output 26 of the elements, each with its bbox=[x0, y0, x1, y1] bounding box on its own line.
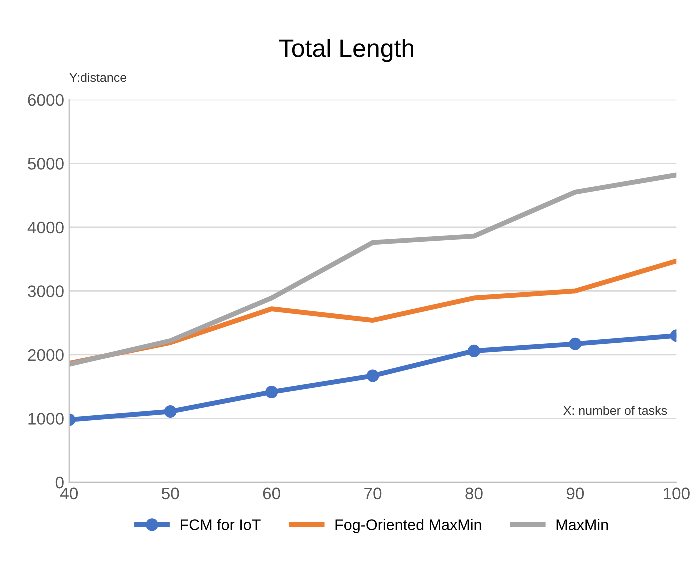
legend-label: MaxMin bbox=[556, 519, 608, 530]
x-tick-label: 100 bbox=[664, 488, 690, 500]
y-axis-title: Y:distance bbox=[70, 72, 127, 82]
y-tick-label: 2000 bbox=[28, 349, 64, 362]
x-axis-title: X: number of tasks bbox=[564, 406, 668, 416]
legend-label: FCM for IoT bbox=[180, 519, 261, 530]
x-tick-label: 50 bbox=[162, 488, 180, 500]
y-tick-label: 3000 bbox=[28, 286, 64, 298]
y-tick-label: 5000 bbox=[28, 158, 64, 170]
point bbox=[164, 405, 177, 418]
y-tick-label: 6000 bbox=[28, 94, 64, 106]
x-tick-label: 90 bbox=[566, 488, 584, 500]
point bbox=[366, 370, 380, 382]
legend-label: Fog-Oriented MaxMin bbox=[336, 519, 482, 534]
y-tick-label: 0 bbox=[56, 476, 64, 489]
chart-title: Total Length bbox=[279, 38, 414, 62]
point bbox=[266, 386, 278, 399]
point bbox=[468, 344, 480, 358]
x-tick-label: 60 bbox=[263, 488, 280, 500]
y-tick-label: 1000 bbox=[28, 413, 64, 425]
y-tick-label: 4000 bbox=[28, 222, 64, 234]
x-tick-label: 70 bbox=[364, 488, 382, 500]
line-series bbox=[69, 172, 677, 367]
x-tick-label: 80 bbox=[466, 488, 483, 500]
point bbox=[569, 338, 582, 350]
x-tick-label: 40 bbox=[60, 488, 78, 500]
